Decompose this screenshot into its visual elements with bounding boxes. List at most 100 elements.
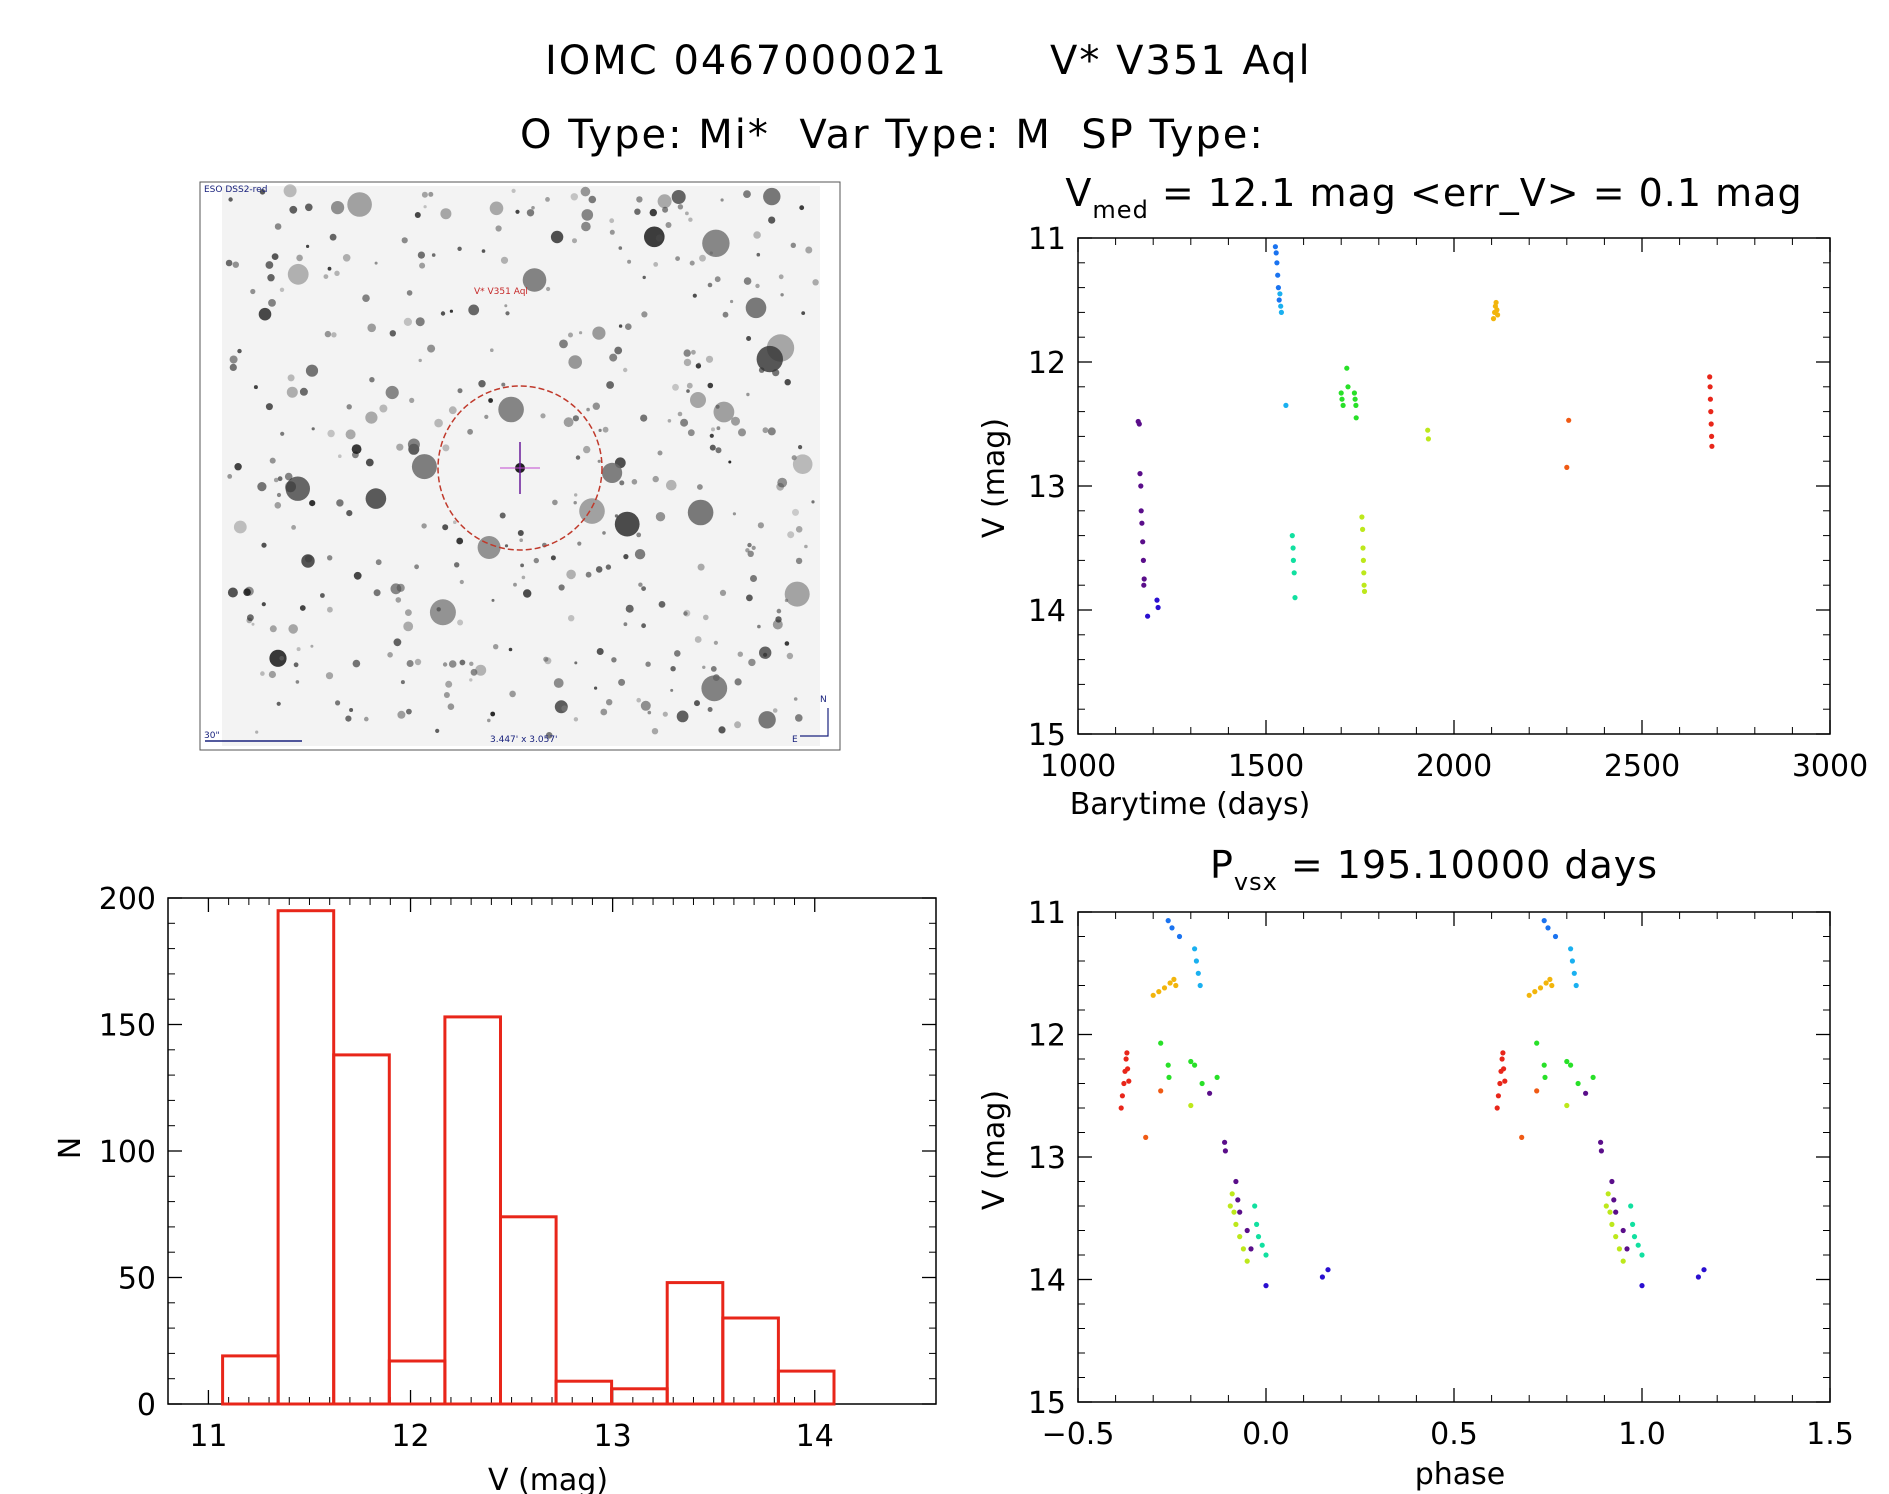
phased-point: [1607, 1209, 1613, 1215]
star: [709, 444, 716, 451]
phased-point: [1575, 1080, 1581, 1087]
phased-point: [1222, 1139, 1228, 1145]
lightcurve-point: [1493, 299, 1499, 306]
star: [250, 288, 256, 295]
star: [695, 363, 702, 369]
star: [347, 192, 372, 217]
star: [575, 455, 581, 460]
phased-point: [1248, 1246, 1254, 1252]
star: [734, 721, 742, 729]
star: [414, 564, 419, 570]
star: [690, 392, 706, 408]
star: [513, 582, 517, 587]
star: [397, 710, 406, 719]
star: [586, 407, 590, 412]
star: [505, 311, 510, 316]
phased-chart: Pvsx = 195.10000 days phase V (mag) −0.5…: [977, 843, 1854, 1492]
star: [385, 385, 399, 400]
star: [442, 444, 450, 452]
star: [780, 293, 784, 297]
phased-point: [1231, 1209, 1237, 1215]
phased-point: [1603, 1203, 1609, 1209]
star: [229, 355, 238, 364]
star: [431, 253, 436, 257]
star: [233, 520, 247, 534]
star: [811, 500, 815, 504]
lightcurve-point: [1274, 260, 1280, 266]
lightcurve-frame: [1077, 237, 1831, 735]
lightcurve-point: [1275, 285, 1281, 291]
star: [694, 700, 700, 707]
star: [561, 705, 568, 712]
star: [577, 541, 582, 546]
star: [697, 563, 705, 571]
phased-point: [1628, 1203, 1634, 1209]
star: [686, 382, 693, 389]
star: [327, 555, 333, 561]
star: [327, 266, 332, 271]
phased-point: [1237, 1234, 1243, 1240]
star: [588, 195, 597, 204]
phased-point: [1499, 1056, 1505, 1062]
histogram-bar: [276, 909, 336, 1406]
star: [574, 493, 578, 497]
star: [287, 263, 309, 285]
star: [753, 231, 761, 239]
star: [691, 349, 696, 355]
phased-point: [1199, 1080, 1205, 1087]
star: [720, 198, 724, 202]
phased-point: [1188, 1102, 1194, 1109]
star: [352, 659, 361, 668]
lightcurve-ytick-label: 13: [1028, 470, 1066, 505]
lightcurve-point: [1359, 514, 1365, 520]
star: [552, 499, 558, 506]
phased-point: [1167, 980, 1173, 986]
star: [508, 647, 513, 652]
star: [719, 589, 727, 597]
lightcurve-xtick-label: 2500: [1604, 749, 1680, 784]
star: [504, 544, 509, 548]
star: [595, 566, 603, 573]
star: [790, 242, 796, 248]
star: [745, 548, 750, 553]
star: [730, 299, 734, 304]
phased-point: [1229, 1191, 1235, 1197]
star: [324, 330, 332, 338]
phased-point: [1197, 982, 1203, 989]
phased-point: [1121, 1080, 1127, 1087]
histogram-ytick-label: 150: [99, 1009, 156, 1044]
star: [768, 216, 776, 224]
phased-point: [1165, 918, 1171, 924]
star: [310, 644, 314, 648]
star: [296, 647, 301, 652]
scale-label: 30": [204, 731, 220, 741]
phased-point: [1195, 970, 1201, 976]
star: [778, 274, 784, 280]
star: [715, 447, 722, 454]
phased-point: [1534, 1040, 1540, 1046]
star: [342, 253, 351, 262]
star: [259, 189, 266, 195]
star: [531, 206, 535, 210]
phased-point: [1609, 1178, 1615, 1185]
histogram-chart: V (mag) N 11 12 13 14 0 50 100 150 200: [53, 882, 937, 1494]
star: [649, 208, 657, 217]
star: [716, 426, 721, 431]
star: [605, 564, 612, 570]
star: [550, 230, 564, 244]
star: [260, 671, 265, 676]
star: [251, 622, 255, 626]
star: [294, 479, 299, 484]
star: [707, 707, 713, 712]
lightcurve-ytick-label: 11: [1028, 222, 1066, 257]
star: [442, 524, 449, 531]
phased-point: [1609, 1221, 1615, 1227]
star: [336, 499, 344, 507]
star: [490, 711, 496, 717]
star: [434, 418, 443, 428]
star: [619, 480, 625, 486]
phased-point: [1124, 1050, 1130, 1056]
phased-point: [1542, 1074, 1548, 1080]
star: [374, 261, 378, 265]
star: [488, 398, 493, 403]
